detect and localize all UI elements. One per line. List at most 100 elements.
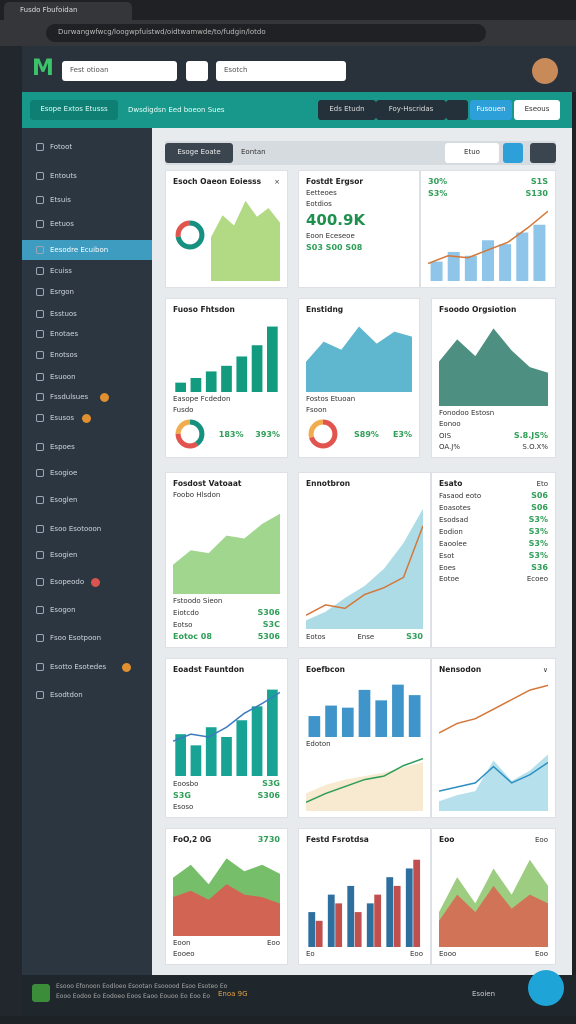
card-row: Fostos Etuoan <box>306 395 412 403</box>
bar <box>251 345 263 392</box>
card-title: Esoch Oaeon Eoiesss <box>173 177 262 186</box>
browser-tab[interactable]: Fusdo Fbufoidan <box>4 2 132 20</box>
bar <box>308 912 316 947</box>
area <box>439 885 548 947</box>
button[interactable]: Eds Etudn <box>318 100 376 120</box>
card-text: Fusdo <box>173 406 194 414</box>
area <box>306 326 412 392</box>
sidebar-icon <box>36 525 44 533</box>
sidebar-icon <box>36 330 44 338</box>
footer-link[interactable]: Esoien <box>472 990 496 998</box>
avatar[interactable] <box>532 58 558 84</box>
card-row <box>306 751 423 811</box>
search-box[interactable]: Fest otioan <box>62 61 177 81</box>
dropdown[interactable] <box>446 100 468 120</box>
card-text: Eoes <box>439 563 456 572</box>
bar <box>405 868 413 947</box>
card: Festd Fsrotdsa Eo Eoo <box>298 828 431 965</box>
sidebar-item[interactable]: Esstuos <box>50 310 77 318</box>
filter-title[interactable]: Esoge Eoate <box>165 143 233 163</box>
card-text: Eoon Eceseoe <box>306 232 355 240</box>
filter-tab[interactable]: Eontan <box>241 148 266 156</box>
card-row: Fusdo <box>173 406 280 414</box>
search-box[interactable]: Esotch <box>216 61 346 81</box>
sidebar-icon <box>36 220 44 228</box>
sidebar-icon <box>36 310 44 318</box>
sidebar-item[interactable]: Entouts <box>50 172 77 180</box>
sidebar-icon <box>36 551 44 559</box>
card-text: Fstoodo Sieon <box>173 597 223 605</box>
sidebar-item[interactable]: Esotto Esotedes <box>50 663 107 671</box>
card-row: Eooo Eoo <box>439 950 548 958</box>
sidebar-item[interactable]: Eetuos <box>50 220 74 228</box>
card-row: Esoch Oaeon Eoiesss × <box>173 177 280 186</box>
url[interactable]: Durwangwfwcg/loogwpfuistwd/oidtwamwde/to… <box>46 24 486 42</box>
card-text: S03 S00 S08 <box>306 243 363 252</box>
card-text: 5306 <box>257 632 280 641</box>
bar <box>347 885 355 947</box>
sidebar-item[interactable]: Esogon <box>50 606 76 614</box>
select[interactable]: Etuo <box>445 143 499 163</box>
card-text: Eonoo <box>439 420 461 428</box>
sidebar-item[interactable]: Fsoo Esotpoon <box>50 634 102 642</box>
sidebar-item[interactable]: Esogioe <box>50 469 78 477</box>
card: Fostdt Ergsor Eetteoes Eotdios 400.9K Eoon E… <box>298 170 420 288</box>
sidebar-item[interactable]: Esuoon <box>50 373 76 381</box>
button[interactable]: Fusouen <box>470 100 512 120</box>
card-title: 30% <box>428 177 448 186</box>
card-text: Fasaod eoto <box>439 491 482 500</box>
sidebar-item[interactable]: Esodtdon <box>50 691 83 699</box>
search-button[interactable] <box>186 61 208 81</box>
mini-chart <box>173 513 280 594</box>
card: Fsoodo Orgsiotion Fonodoo Estosn Eonoo OIS S… <box>431 298 556 458</box>
sidebar-item[interactable]: Ecuiss <box>50 267 72 275</box>
card-text: ∨ <box>542 665 548 674</box>
badge <box>82 414 92 423</box>
card-row <box>306 677 423 737</box>
sidebar-icon <box>36 606 44 614</box>
bar <box>221 365 232 392</box>
sidebar-item[interactable]: Esoo Esotooon <box>50 525 102 533</box>
bar <box>236 720 248 776</box>
card-title: Eoo <box>439 835 455 844</box>
sidebar-item[interactable]: Enotsos <box>50 351 78 359</box>
sidebar-item[interactable]: Esoglen <box>50 496 78 504</box>
card: Eoadst Fauntdon Eoosbo S3G S3G S306 Esoso <box>165 658 288 818</box>
card-text: Edoton <box>306 740 331 748</box>
area <box>173 884 280 936</box>
sidebar-item[interactable]: Esusos <box>50 414 75 422</box>
sidebar-icon <box>36 143 44 151</box>
sidebar-item[interactable]: Fssdulsues <box>50 393 89 401</box>
sidebar-item[interactable]: Etsuis <box>50 196 71 204</box>
sidebar-item[interactable]: Esogien <box>50 551 78 559</box>
sidebar-item[interactable]: Esopeodo <box>50 578 85 586</box>
card-text: Eodion <box>439 527 463 536</box>
card-row <box>428 201 548 281</box>
tab-button[interactable]: Esope Extos Etusss <box>30 100 118 120</box>
sidebar-item[interactable]: Enotaes <box>50 330 79 338</box>
button[interactable]: Eseous <box>514 100 560 120</box>
card-text: S06 <box>531 503 548 512</box>
sidebar-item[interactable]: Espoes <box>50 443 75 451</box>
sidebar-item[interactable]: Fotoot <box>50 143 73 151</box>
button[interactable]: Foy-Hscridas <box>376 100 446 120</box>
card-row: Eoefbcon <box>306 665 423 674</box>
card-row: 400.9K <box>306 211 412 229</box>
mini-chart <box>175 326 278 392</box>
card-row: Eoon Eoo <box>173 939 280 947</box>
card-row: Foobo Hlsdon <box>173 491 280 499</box>
icon-button[interactable] <box>503 143 523 163</box>
sidebar-item[interactable]: Esrgon <box>50 288 74 296</box>
card-title: Nensodon <box>439 665 482 674</box>
sidebar-icon <box>36 393 44 401</box>
card-row: 183% 393% <box>173 417 280 451</box>
bar <box>236 356 248 392</box>
sidebar-item[interactable]: Eesodre Ecuibon <box>22 240 152 260</box>
card-title: Enstidng <box>306 305 344 314</box>
mini-chart <box>439 753 548 811</box>
bar <box>354 912 362 947</box>
icon-button[interactable] <box>530 143 556 163</box>
chat-button[interactable] <box>528 970 564 1006</box>
badge <box>91 578 101 587</box>
logo[interactable]: M <box>32 56 54 81</box>
